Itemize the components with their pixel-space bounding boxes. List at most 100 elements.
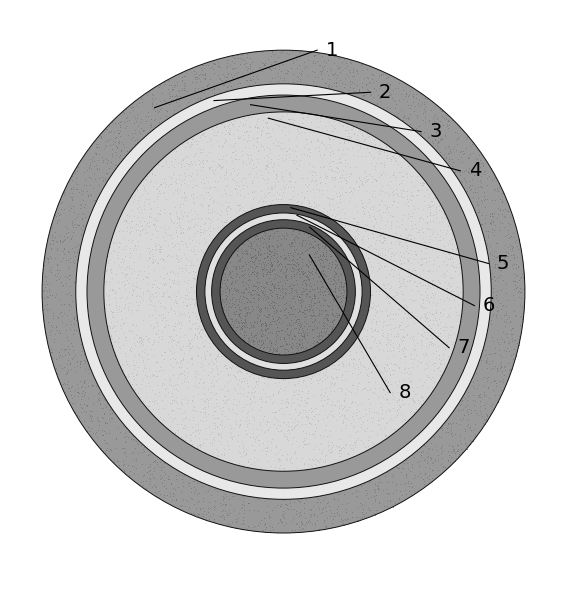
Point (215, 384, 225, 394)
Point (292, 316, 301, 325)
Point (107, 248, 116, 257)
Point (62, 232, 71, 242)
Point (138, 296, 147, 305)
Point (250, 255, 259, 265)
Point (264, 512, 273, 521)
Point (429, 210, 438, 220)
Point (315, 208, 324, 217)
Point (362, 172, 371, 181)
Point (395, 347, 404, 356)
Point (255, 240, 264, 250)
Point (147, 100, 156, 109)
Point (324, 502, 333, 511)
Point (283, 418, 292, 427)
Point (151, 292, 160, 301)
Point (392, 236, 401, 245)
Point (234, 302, 243, 312)
Point (447, 322, 456, 332)
Point (443, 148, 452, 157)
Point (172, 218, 181, 227)
Point (222, 137, 231, 146)
Point (229, 371, 238, 380)
Point (383, 280, 392, 289)
Point (409, 91, 418, 101)
Point (432, 353, 441, 363)
Point (83, 381, 92, 391)
Point (263, 380, 272, 389)
Point (380, 284, 389, 293)
Point (321, 296, 330, 305)
Point (263, 178, 272, 188)
Point (385, 283, 394, 293)
Point (299, 376, 308, 385)
Point (303, 261, 312, 271)
Point (344, 358, 353, 367)
Point (158, 289, 167, 299)
Point (314, 332, 323, 342)
Point (445, 440, 454, 450)
Point (117, 254, 126, 264)
Point (182, 432, 191, 442)
Point (368, 229, 377, 239)
Point (371, 226, 380, 235)
Point (461, 143, 470, 153)
Point (79, 209, 88, 219)
Point (86, 424, 95, 433)
Point (241, 160, 250, 169)
Point (227, 316, 236, 326)
Point (488, 227, 497, 237)
Point (238, 385, 247, 394)
Point (335, 63, 344, 73)
Point (423, 344, 432, 353)
Point (435, 359, 444, 369)
Point (91, 381, 100, 391)
Point (447, 431, 456, 441)
Point (39, 310, 48, 320)
Point (314, 244, 323, 254)
Point (255, 123, 264, 133)
Point (147, 370, 156, 379)
Point (384, 345, 393, 355)
Point (134, 220, 143, 230)
Point (386, 379, 395, 388)
Point (261, 230, 270, 239)
Point (314, 379, 323, 388)
Point (488, 250, 497, 260)
Point (394, 197, 403, 207)
Point (333, 361, 342, 370)
Point (394, 395, 403, 404)
Point (99, 408, 108, 418)
Point (420, 178, 429, 188)
Point (424, 238, 433, 247)
Point (308, 332, 317, 341)
Point (239, 519, 248, 529)
Point (368, 191, 377, 200)
Point (255, 337, 264, 346)
Point (443, 254, 452, 263)
Point (42, 279, 51, 289)
Point (372, 218, 381, 227)
Point (514, 262, 523, 271)
Point (235, 311, 244, 321)
Point (337, 404, 346, 414)
Point (191, 274, 200, 283)
Point (66, 235, 75, 244)
Point (152, 367, 161, 376)
Point (255, 436, 264, 445)
Point (294, 259, 303, 268)
Point (119, 244, 128, 254)
Point (198, 145, 208, 154)
Point (310, 202, 319, 212)
Point (197, 88, 206, 97)
Point (252, 162, 261, 172)
Point (117, 244, 126, 254)
Point (249, 194, 258, 203)
Point (466, 184, 475, 194)
Point (63, 367, 72, 377)
Point (235, 397, 244, 406)
Point (330, 271, 339, 280)
Point (307, 136, 316, 146)
Point (166, 346, 175, 356)
Point (370, 494, 379, 503)
Point (335, 396, 344, 406)
